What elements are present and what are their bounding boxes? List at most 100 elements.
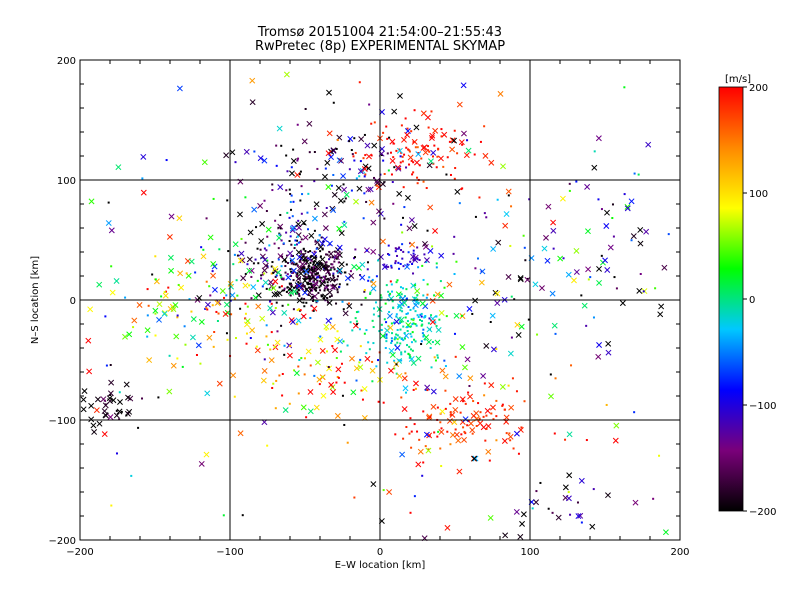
data-point-cross <box>117 399 123 405</box>
data-point-cross <box>257 202 264 209</box>
data-point-dot <box>425 187 428 190</box>
data-point-dot <box>342 308 345 311</box>
data-point-cross <box>296 282 302 289</box>
colorbar-label: [m/s] <box>725 74 751 85</box>
data-point-dot <box>310 255 313 258</box>
data-point-cross <box>393 318 400 325</box>
data-point-cross <box>426 162 433 169</box>
data-point-dot <box>524 259 527 262</box>
data-point-dot <box>570 364 573 367</box>
data-point-dot <box>383 263 386 266</box>
data-point-cross <box>282 407 289 414</box>
data-point-cross <box>301 138 308 145</box>
data-point-dot <box>313 229 316 232</box>
data-point-dot <box>227 250 230 253</box>
data-point-dot <box>402 250 405 253</box>
data-point-cross <box>88 198 95 205</box>
data-point-dot <box>336 278 339 281</box>
data-point-dot <box>335 257 338 260</box>
data-point-dot <box>403 331 406 334</box>
data-point-dot <box>307 277 310 280</box>
data-point-dot <box>271 386 274 389</box>
chart-title: Tromsø 20151004 21:54:00–21:55:43 <box>257 25 503 40</box>
data-point-dot <box>146 335 149 338</box>
data-point-dot <box>353 496 356 499</box>
data-point-dot <box>309 289 312 292</box>
data-point-cross <box>87 306 94 313</box>
data-point-cross <box>230 372 237 379</box>
data-point-cross <box>557 255 564 262</box>
data-point-dot <box>412 161 415 164</box>
data-point-cross <box>107 390 114 397</box>
data-point-dot <box>297 392 300 395</box>
data-point-dot <box>421 264 424 267</box>
data-point-cross <box>170 362 177 369</box>
data-point-dot <box>449 411 452 414</box>
data-point-cross <box>573 247 580 254</box>
data-point-dot <box>405 313 408 316</box>
data-point-dot <box>244 196 247 199</box>
data-point-dot <box>419 313 422 316</box>
data-point-cross <box>125 394 131 401</box>
data-point-dot <box>633 172 636 175</box>
data-point-dot <box>297 157 300 160</box>
data-point-cross <box>605 492 611 499</box>
data-point-dot <box>403 337 406 340</box>
data-point-dot <box>414 284 417 287</box>
data-point-cross <box>110 397 117 404</box>
data-point-cross <box>565 495 572 502</box>
data-point-dot <box>256 247 259 250</box>
data-point-dot <box>194 271 197 274</box>
data-point-dot <box>261 273 264 276</box>
data-point-dot <box>409 355 412 358</box>
data-point-cross <box>115 164 122 171</box>
data-point-dot <box>226 338 229 341</box>
data-point-cross <box>300 404 307 411</box>
data-point-dot <box>637 173 640 176</box>
data-point-dot <box>384 346 387 349</box>
data-point-dot <box>369 291 372 294</box>
data-point-cross <box>156 316 163 323</box>
data-point-cross <box>411 296 418 303</box>
data-point-cross <box>272 265 279 272</box>
data-point-dot <box>399 286 402 289</box>
data-point-cross <box>425 338 432 345</box>
data-point-cross <box>195 342 202 349</box>
data-point-cross <box>391 108 398 115</box>
data-point-dot <box>399 309 402 312</box>
data-point-dot <box>449 173 452 176</box>
data-point-dot <box>309 261 312 264</box>
data-point-dot <box>320 276 323 279</box>
data-point-cross <box>585 266 592 273</box>
data-point-cross <box>404 194 411 201</box>
data-point-dot <box>387 169 390 172</box>
data-point-dot <box>501 404 504 407</box>
data-point-cross <box>308 232 315 239</box>
data-point-cross <box>324 159 331 166</box>
data-point-cross <box>520 511 527 518</box>
data-point-dot <box>426 283 429 286</box>
data-point-dot <box>333 250 336 253</box>
data-point-dot <box>280 324 283 327</box>
data-point-dot <box>240 237 243 240</box>
data-point-cross <box>430 149 437 156</box>
data-point-dot <box>298 173 301 176</box>
data-point-cross <box>607 244 614 251</box>
data-point-cross <box>107 414 114 421</box>
data-point-dot <box>289 268 292 271</box>
data-point-dot <box>318 274 321 277</box>
data-point-dot <box>564 438 567 441</box>
data-point-dot <box>613 276 616 279</box>
data-point-cross <box>334 250 341 257</box>
data-point-dot <box>407 306 410 309</box>
data-point-dot <box>439 447 442 450</box>
data-point-cross <box>456 468 463 475</box>
data-point-dot <box>309 256 312 259</box>
data-point-dot <box>290 275 293 278</box>
data-point-dot <box>454 355 457 358</box>
data-point-cross <box>299 261 306 268</box>
data-point-cross <box>351 263 358 270</box>
data-point-cross <box>389 157 396 164</box>
data-point-dot <box>266 444 269 447</box>
data-point-dot <box>464 432 467 435</box>
